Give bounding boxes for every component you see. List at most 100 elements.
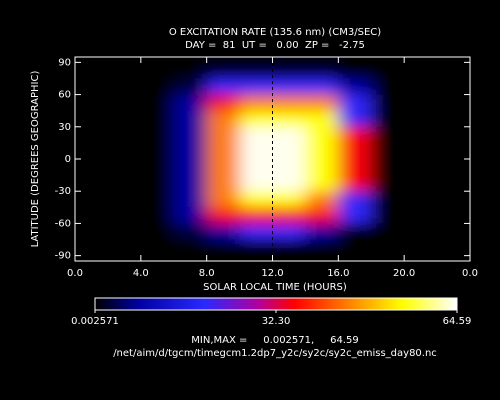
heat-cell bbox=[305, 223, 339, 241]
heat-cell bbox=[75, 175, 109, 192]
heat-cell bbox=[272, 62, 306, 79]
heat-cell bbox=[239, 78, 273, 96]
y-tick-label: -60 bbox=[55, 218, 71, 229]
heat-cell bbox=[107, 223, 142, 241]
heat-cell bbox=[206, 110, 241, 128]
heat-cell bbox=[140, 142, 175, 160]
heat-cell bbox=[437, 191, 470, 208]
heat-cell bbox=[371, 207, 405, 224]
heat-cell bbox=[206, 239, 241, 257]
heat-cell bbox=[272, 110, 306, 128]
heat-cell bbox=[338, 159, 372, 176]
heat-cell bbox=[173, 239, 208, 257]
heat-cell bbox=[75, 142, 109, 160]
colorbar bbox=[94, 297, 458, 311]
file-path: /net/aim/d/tgcm/timegcm1.2dp7_y2c/sy2c/s… bbox=[113, 348, 437, 359]
heat-cell bbox=[404, 175, 438, 192]
heat-cell bbox=[371, 142, 405, 160]
y-tick-label: 0 bbox=[65, 154, 71, 165]
heat-cell bbox=[338, 239, 372, 257]
heat-cell bbox=[75, 191, 109, 208]
heat-cell bbox=[173, 223, 208, 241]
y-tick-label: 30 bbox=[58, 122, 71, 133]
heat-cell bbox=[305, 239, 339, 257]
heat-cell bbox=[206, 94, 241, 112]
heat-cell bbox=[239, 207, 273, 224]
heat-cell bbox=[140, 62, 175, 79]
heat-cell bbox=[272, 78, 306, 96]
heat-cell bbox=[75, 159, 109, 176]
heatmap bbox=[75, 62, 470, 257]
heat-cell bbox=[140, 223, 175, 241]
x-tick-label: 0.0 bbox=[67, 268, 83, 279]
heat-cell bbox=[206, 191, 241, 208]
heat-cell bbox=[75, 223, 109, 241]
heat-cell bbox=[206, 175, 241, 192]
heat-cell bbox=[140, 94, 175, 112]
heat-cell bbox=[338, 126, 372, 144]
heat-cell bbox=[437, 78, 470, 96]
heat-cell bbox=[239, 191, 273, 208]
heat-cell bbox=[371, 191, 405, 208]
heat-cell bbox=[75, 94, 109, 112]
heat-cell bbox=[272, 223, 306, 241]
heat-cell bbox=[206, 207, 241, 224]
heat-cell bbox=[437, 159, 470, 176]
heat-cell bbox=[107, 62, 142, 79]
heat-cell bbox=[404, 191, 438, 208]
heat-cell bbox=[272, 126, 306, 144]
heat-cell bbox=[371, 62, 405, 79]
heat-cell bbox=[305, 142, 339, 160]
heat-cell bbox=[305, 126, 339, 144]
x-tick-label: 16.0 bbox=[327, 268, 349, 279]
heat-cell bbox=[239, 126, 273, 144]
heat-cell bbox=[140, 110, 175, 128]
heat-cell bbox=[173, 62, 208, 79]
heat-cell bbox=[107, 126, 142, 144]
heat-cell bbox=[305, 110, 339, 128]
heat-cell bbox=[437, 142, 470, 160]
heat-cell bbox=[75, 78, 109, 96]
heat-cell bbox=[140, 207, 175, 224]
heat-cell bbox=[239, 239, 273, 257]
heat-cell bbox=[272, 191, 306, 208]
x-tick-label: 0.0 bbox=[462, 268, 478, 279]
heat-cell bbox=[437, 175, 470, 192]
heat-cell bbox=[239, 159, 273, 176]
heat-cell bbox=[107, 142, 142, 160]
heat-cell bbox=[75, 126, 109, 144]
heat-cell bbox=[173, 94, 208, 112]
heat-cell bbox=[305, 159, 339, 176]
heat-cell bbox=[75, 110, 109, 128]
heat-cell bbox=[371, 126, 405, 144]
heat-cell bbox=[437, 239, 470, 257]
heat-cell bbox=[338, 110, 372, 128]
heat-cell bbox=[173, 175, 208, 192]
heat-cell bbox=[371, 110, 405, 128]
heat-cell bbox=[173, 110, 208, 128]
heat-cell bbox=[272, 207, 306, 224]
y-tick-label: 60 bbox=[58, 90, 71, 101]
x-axis-label: SOLAR LOCAL TIME (HOURS) bbox=[203, 282, 347, 293]
y-tick-label: -90 bbox=[55, 251, 71, 262]
heat-cell bbox=[371, 239, 405, 257]
x-tick-label: 12.0 bbox=[261, 268, 283, 279]
heat-cell bbox=[272, 239, 306, 257]
colorbar-tick-label: 64.59 bbox=[443, 316, 472, 327]
heat-cell bbox=[404, 207, 438, 224]
x-tick-label: 20.0 bbox=[393, 268, 415, 279]
colorbar-tick-label: 32.30 bbox=[262, 316, 291, 327]
heat-cell bbox=[140, 191, 175, 208]
heat-cell bbox=[75, 207, 109, 224]
heat-cell bbox=[107, 110, 142, 128]
heat-cell bbox=[371, 223, 405, 241]
heat-cell bbox=[437, 223, 470, 241]
heat-cell bbox=[272, 159, 306, 176]
heat-cell bbox=[272, 94, 306, 112]
heat-cell bbox=[371, 94, 405, 112]
y-axis-label: LATITUDE (DEGREES GEOGRAPHIC) bbox=[30, 71, 41, 248]
chart-subtitle: DAY = 81 UT = 0.00 ZP = -2.75 bbox=[185, 40, 365, 51]
heat-cell bbox=[206, 126, 241, 144]
heat-cell bbox=[140, 78, 175, 96]
